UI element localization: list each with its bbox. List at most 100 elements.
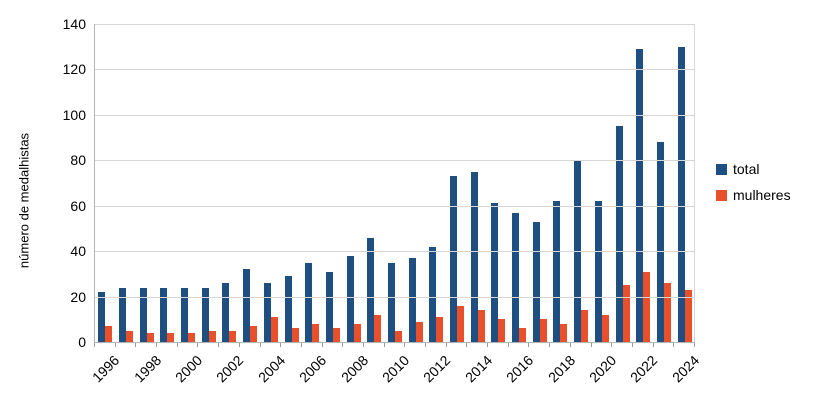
x-tick-mark: [238, 343, 240, 347]
x-tick-mark: [466, 343, 468, 347]
x-tick-label-2022: 2022: [627, 352, 661, 386]
x-tick-mark: [300, 343, 302, 347]
mulheres-bar-2007: [332, 328, 340, 342]
x-tick-mark: [280, 343, 282, 347]
bar-group-2004: [261, 24, 282, 342]
x-tick-mark: [259, 343, 261, 347]
legend-item-mulheres: mulheres: [716, 187, 791, 203]
mulheres-bar-1996: [105, 326, 113, 342]
x-tick-mark: [321, 343, 323, 347]
y-tick-label-140: 140: [62, 16, 86, 32]
total-bar-1998: [139, 287, 147, 342]
total-bar-2021: [615, 126, 623, 342]
total-bar-2014: [470, 171, 478, 342]
mulheres-bar-2018: [560, 323, 568, 342]
mulheres-bar-2010: [394, 330, 402, 342]
bar-group-2007: [323, 24, 344, 342]
total-bar-1996: [98, 292, 106, 342]
mulheres-bar-2023: [663, 282, 671, 342]
x-tick-mark: [569, 343, 571, 347]
x-tick-mark: [383, 343, 385, 347]
gridline-y-120: [95, 69, 695, 71]
total-bar-1999: [160, 287, 168, 342]
x-tick-label-2016: 2016: [503, 352, 537, 386]
plot-right-border: [694, 24, 695, 342]
mulheres-bar-2012: [436, 317, 444, 342]
bar-group-2003: [240, 24, 261, 342]
bar-group-2017: [529, 24, 550, 342]
x-tick-mark: [362, 343, 364, 347]
gridline-y-60: [95, 205, 695, 207]
total-bar-2015: [491, 203, 499, 342]
x-tick-mark: [445, 343, 447, 347]
total-bar-2008: [346, 255, 354, 342]
total-bar-2004: [263, 282, 271, 342]
x-tick-mark: [590, 343, 592, 347]
bar-group-2012: [426, 24, 447, 342]
x-tick-label-2024: 2024: [668, 352, 702, 386]
bar-group-1998: [136, 24, 157, 342]
x-tick-label-1996: 1996: [89, 352, 123, 386]
x-tick-label-1998: 1998: [130, 352, 165, 386]
mulheres-bar-2014: [477, 310, 485, 342]
legend-swatch-mulheres: [716, 189, 727, 201]
total-bar-2009: [367, 237, 375, 342]
total-bar-2002: [222, 282, 230, 342]
bar-group-2002: [219, 24, 240, 342]
x-tick-label-2018: 2018: [544, 352, 578, 386]
gridline-y-40: [95, 251, 695, 253]
mulheres-bar-2011: [415, 321, 423, 342]
mulheres-bar-1998: [146, 332, 154, 342]
x-tick-label-2010: 2010: [378, 352, 413, 386]
mulheres-bar-2005: [291, 328, 299, 342]
mulheres-bar-2002: [229, 330, 237, 342]
mulheres-bar-2003: [250, 326, 258, 342]
mulheres-bar-2019: [581, 310, 589, 342]
x-tick-mark: [487, 343, 489, 347]
total-bar-2013: [450, 176, 458, 342]
mulheres-bar-2006: [312, 323, 320, 342]
x-tick-mark: [176, 343, 178, 347]
x-tick-mark: [694, 343, 695, 347]
bar-group-1999: [157, 24, 178, 342]
mulheres-bar-2008: [353, 323, 361, 342]
bars-container: [95, 24, 695, 342]
bar-group-2011: [405, 24, 426, 342]
x-tick-mark: [425, 343, 427, 347]
legend-swatch-total: [716, 163, 727, 175]
bar-group-2015: [488, 24, 509, 342]
x-tick-mark: [404, 343, 406, 347]
total-bar-2000: [181, 287, 189, 342]
plot-area: [94, 24, 695, 343]
mulheres-bar-2015: [498, 319, 506, 342]
x-tick-mark: [528, 343, 530, 347]
mulheres-bar-2016: [519, 328, 527, 342]
mulheres-bar-2000: [188, 332, 196, 342]
mulheres-bar-2009: [374, 314, 382, 342]
x-tick-mark: [652, 343, 654, 347]
gridline-y-20: [95, 296, 695, 298]
mulheres-bar-2017: [539, 319, 547, 342]
bar-group-1997: [116, 24, 137, 342]
total-bar-2017: [532, 221, 540, 342]
total-bar-2003: [243, 269, 251, 342]
total-bar-2012: [429, 246, 437, 342]
mulheres-bar-1997: [126, 330, 134, 342]
mulheres-bar-2020: [601, 314, 609, 342]
bar-group-2001: [198, 24, 219, 342]
x-tick-mark: [156, 343, 158, 347]
total-bar-2006: [305, 262, 313, 342]
mulheres-bar-2021: [622, 285, 630, 342]
total-bar-2001: [201, 287, 209, 342]
x-tick-label-2000: 2000: [172, 352, 206, 386]
total-bar-2007: [325, 271, 333, 342]
total-bar-2005: [284, 276, 292, 342]
bar-group-2024: [674, 24, 695, 342]
x-tick-mark: [549, 343, 551, 347]
bar-group-2009: [364, 24, 385, 342]
gridline-y-100: [95, 114, 695, 116]
y-tick-label-0: 0: [78, 334, 86, 350]
y-tick-label-120: 120: [62, 61, 86, 78]
bar-group-2010: [385, 24, 406, 342]
